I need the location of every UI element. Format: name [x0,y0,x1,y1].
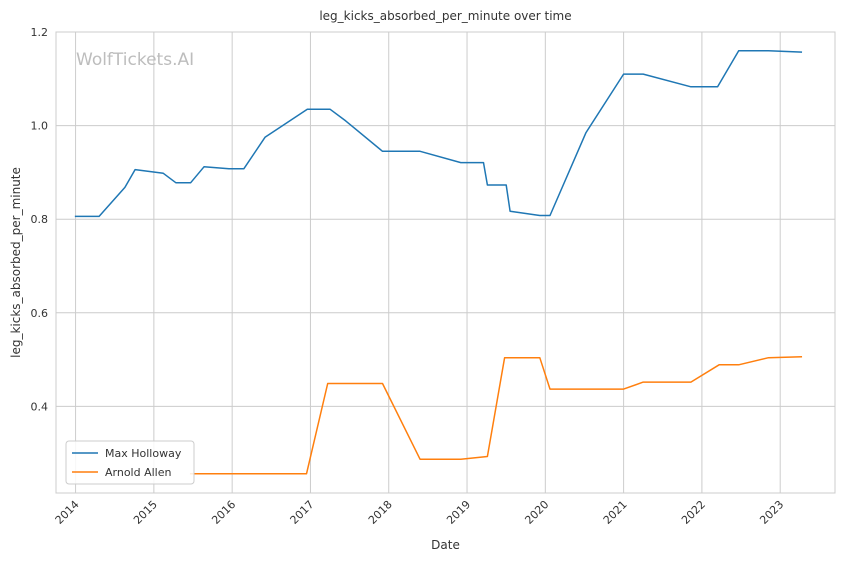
plot-border [55,31,836,494]
legend-box [65,440,195,485]
series-line-max-holloway [74,49,803,218]
y-axis-label: leg_kicks_absorbed_per_minute [9,167,23,358]
legend: Max Holloway Arnold Allen [65,440,195,485]
series-line-arnold-allen [189,356,803,475]
plot-area [56,32,835,493]
x-axis-label: Date [431,538,460,552]
y-tick-label: 0.8 [31,213,49,226]
series-lines [74,49,803,475]
y-tick-label: 1.0 [31,120,49,133]
legend-label-max-holloway: Max Holloway [105,447,182,460]
y-tick-label: 1.2 [31,26,49,39]
chart-title: leg_kicks_absorbed_per_minute over time [319,9,571,23]
y-tick-label: 0.6 [31,307,49,320]
watermark-text: WolfTickets.AI [76,50,194,70]
y-tick-label: 0.4 [31,400,49,413]
legend-label-arnold-allen: Arnold Allen [105,466,171,479]
